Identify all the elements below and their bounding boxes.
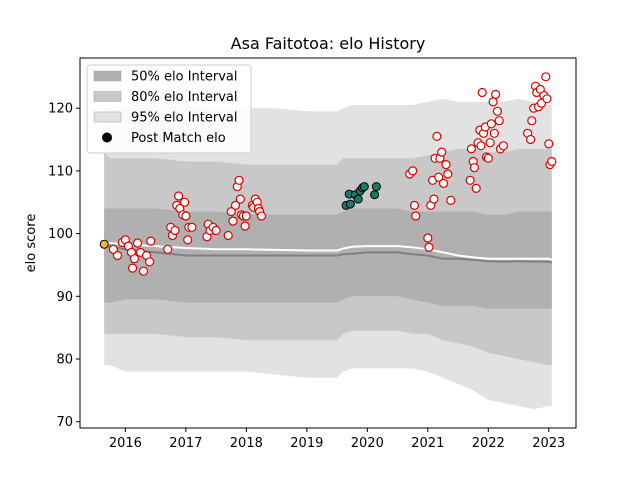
- data-point: [527, 116, 537, 126]
- data-point: [485, 138, 495, 148]
- data-point: [437, 147, 447, 157]
- x-tick-label: 2019: [290, 436, 323, 451]
- legend-label: 95% elo Interval: [131, 111, 238, 126]
- legend-marker: [102, 132, 112, 143]
- data-point: [434, 172, 444, 182]
- data-point: [441, 160, 451, 170]
- data-point: [476, 141, 486, 151]
- data-point: [108, 244, 118, 254]
- x-tick-label: 2017: [169, 436, 202, 451]
- data-point: [180, 197, 190, 207]
- data-point: [469, 163, 479, 173]
- data-point: [429, 194, 439, 204]
- y-tick-label: 120: [48, 102, 73, 117]
- data-point: [146, 236, 156, 246]
- data-point: [234, 175, 244, 185]
- data-point: [256, 211, 267, 221]
- data-point: [541, 72, 551, 82]
- data-point: [489, 128, 499, 138]
- y-axis: 70 80 90 100 110 120: [48, 102, 80, 430]
- legend-box: [86, 64, 252, 154]
- data-point: [423, 233, 433, 243]
- data-point: [466, 144, 476, 154]
- data-point: [411, 211, 421, 221]
- data-point: [129, 254, 139, 264]
- x-tick-label: 2020: [351, 436, 384, 451]
- legend-label: 80% elo Interval: [131, 90, 238, 105]
- data-point: [491, 89, 501, 100]
- data-point: [163, 244, 173, 254]
- data-point: [477, 87, 487, 98]
- data-point: [223, 230, 233, 241]
- data-point: [432, 131, 442, 141]
- legend-label: 50% elo Interval: [131, 70, 238, 85]
- data-point: [371, 182, 381, 192]
- data-point: [408, 166, 418, 176]
- legend-swatch: [93, 91, 122, 102]
- data-point: [241, 211, 251, 221]
- data-point: [483, 153, 493, 163]
- y-tick-label: 90: [56, 290, 73, 305]
- chart-title: Asa Faitotoa: elo History: [231, 34, 426, 53]
- data-point: [187, 222, 197, 232]
- data-point: [226, 207, 236, 217]
- y-tick-label: 80: [56, 353, 73, 368]
- data-point: [181, 211, 191, 221]
- data-point: [488, 97, 498, 107]
- data-point: [112, 250, 123, 261]
- data-point: [525, 134, 536, 145]
- data-point: [424, 242, 434, 252]
- data-point: [132, 238, 143, 248]
- x-tick-label: 2018: [230, 436, 263, 451]
- data-point: [345, 199, 355, 209]
- data-point: [174, 191, 184, 201]
- x-tick-label: 2023: [532, 436, 565, 451]
- data-point: [183, 235, 193, 245]
- data-point: [465, 175, 475, 185]
- y-tick-label: 110: [48, 164, 73, 179]
- data-point: [409, 200, 420, 210]
- data-point: [544, 139, 554, 149]
- data-point: [498, 141, 508, 151]
- x-tick-label: 2016: [109, 436, 142, 451]
- data-point: [486, 119, 496, 129]
- legend: 50% elo Interval 80% elo Interval 95% elo …: [86, 64, 252, 154]
- data-point: [128, 263, 138, 273]
- y-tick-label: 100: [48, 227, 73, 242]
- data-point: [240, 221, 250, 231]
- x-axis: 2016 2017 2018 2019 2020 2021 2022 2023: [109, 428, 565, 451]
- data-point: [235, 194, 245, 204]
- data-point: [438, 178, 449, 188]
- legend-swatch: [93, 70, 122, 82]
- data-point: [370, 190, 380, 200]
- data-point: [443, 169, 453, 179]
- data-point: [547, 156, 557, 167]
- y-tick-label: 70: [56, 415, 73, 430]
- data-point: [492, 106, 502, 116]
- data-point: [353, 194, 363, 204]
- x-tick-label: 2021: [411, 436, 444, 451]
- y-axis-label: elo score: [24, 214, 39, 273]
- x-tick-label: 2022: [472, 436, 505, 451]
- data-point: [138, 266, 149, 276]
- data-point: [471, 183, 481, 193]
- legend-label: Post Match elo: [131, 131, 226, 146]
- median-elo-line: [104, 245, 552, 264]
- mean-elo-line: [104, 242, 553, 261]
- data-point: [446, 195, 456, 205]
- plot-area: [99, 72, 557, 410]
- data-point: [359, 182, 369, 192]
- data-point: [211, 225, 221, 236]
- data-point: [228, 216, 238, 226]
- data-point: [99, 239, 109, 249]
- data-point: [145, 257, 155, 267]
- data-point: [170, 225, 180, 236]
- plot-frame: [79, 57, 577, 429]
- legend-swatch: [93, 111, 122, 123]
- data-point: [542, 94, 552, 104]
- data-point: [494, 116, 504, 126]
- data-point: [230, 200, 241, 210]
